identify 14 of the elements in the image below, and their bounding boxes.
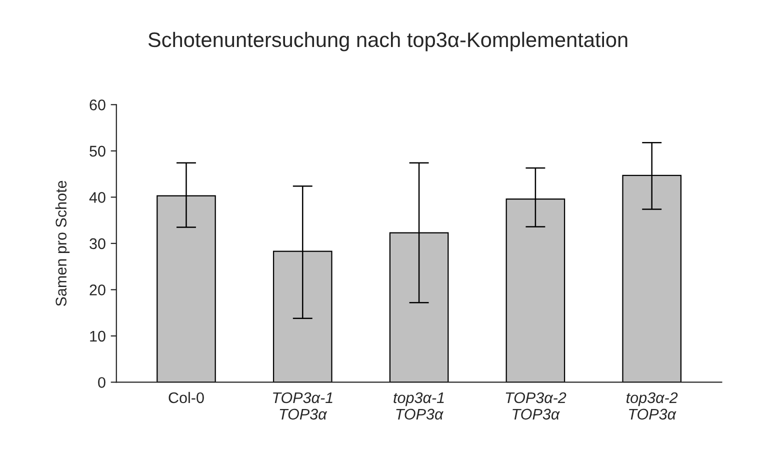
y-tick-label: 40 (89, 192, 106, 203)
x-tick-label: top3α-1 TOP3α (394, 392, 444, 420)
y-tick-label: 60 (90, 100, 106, 110)
x-tick-label: TOP3α-2 TOP3α (506, 392, 566, 420)
x-tick-label: top3α-2 TOP3α (626, 392, 678, 420)
x-tick-label: Col-0 (168, 392, 204, 404)
y-tick-label: 30 (90, 238, 106, 250)
y-tick-label: 0 (98, 377, 106, 388)
y-tick-label: 50 (90, 146, 106, 157)
y-tick-label: 20 (90, 284, 106, 296)
x-tick-label: TOP3α-1 TOP3α (273, 392, 332, 420)
y-axis-title: Samen pro Schote (55, 180, 70, 306)
chart-title: Schotenuntersuchung nach top3α-Komplementation (148, 32, 628, 52)
y-tick-label: 10 (90, 330, 106, 342)
